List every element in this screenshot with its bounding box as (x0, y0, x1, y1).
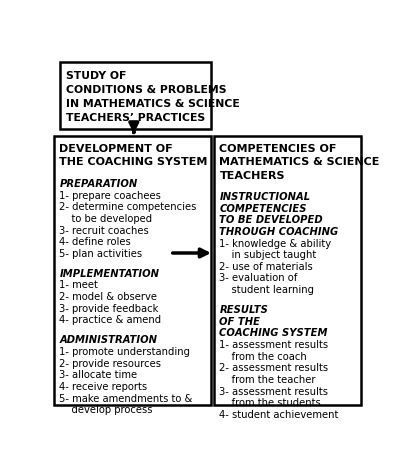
Text: INSTRUCTIONAL: INSTRUCTIONAL (220, 192, 311, 202)
Text: to be developed: to be developed (60, 214, 153, 224)
Text: 3- assessment results: 3- assessment results (220, 386, 328, 397)
Text: develop process: develop process (60, 405, 153, 415)
Text: DEVELOPMENT OF
THE COACHING SYSTEM: DEVELOPMENT OF THE COACHING SYSTEM (60, 144, 208, 168)
Text: COMPETENCIES OF
MATHEMATICS & SCIENCE
TEACHERS: COMPETENCIES OF MATHEMATICS & SCIENCE TE… (220, 144, 380, 180)
Text: 3- allocate time: 3- allocate time (60, 370, 138, 380)
Text: 2- model & observe: 2- model & observe (60, 292, 158, 302)
Text: 2- determine competencies: 2- determine competencies (60, 202, 197, 212)
Text: 1- prepare coachees: 1- prepare coachees (60, 190, 161, 201)
Text: from the teacher: from the teacher (220, 375, 316, 385)
Text: 3- recruit coaches: 3- recruit coaches (60, 225, 149, 235)
Text: RESULTS: RESULTS (220, 305, 269, 315)
Text: IMPLEMENTATION: IMPLEMENTATION (60, 269, 160, 279)
Text: 4- define roles: 4- define roles (60, 237, 131, 247)
Text: STUDY OF
CONDITIONS & PROBLEMS
IN MATHEMATICS & SCIENCE
TEACHERS’ PRACTICES: STUDY OF CONDITIONS & PROBLEMS IN MATHEM… (66, 71, 240, 123)
Text: TO BE DEVELOPED: TO BE DEVELOPED (220, 215, 323, 225)
Text: PREPARATION: PREPARATION (60, 179, 138, 189)
Text: 2- provide resources: 2- provide resources (60, 358, 162, 369)
Text: student learning: student learning (220, 285, 315, 295)
FancyBboxPatch shape (54, 136, 211, 405)
Text: from the coach: from the coach (220, 352, 307, 362)
FancyBboxPatch shape (214, 136, 361, 405)
Text: 2- use of materials: 2- use of materials (220, 262, 313, 272)
Text: 1- knowledge & ability: 1- knowledge & ability (220, 239, 332, 248)
Text: 3- evaluation of: 3- evaluation of (220, 274, 298, 284)
Text: 5- make amendments to &: 5- make amendments to & (60, 393, 193, 403)
Text: 4- student achievement: 4- student achievement (220, 410, 339, 420)
Text: THROUGH COACHING: THROUGH COACHING (220, 227, 339, 237)
Text: in subject taught: in subject taught (220, 250, 317, 260)
Text: OF THE: OF THE (220, 317, 260, 327)
Text: COACHING SYSTEM: COACHING SYSTEM (220, 328, 328, 338)
Text: from the students: from the students (220, 398, 321, 409)
Text: 5- plan activities: 5- plan activities (60, 249, 143, 259)
Text: COMPETENCIES: COMPETENCIES (220, 203, 307, 213)
Text: 1- meet: 1- meet (60, 280, 98, 291)
Text: 4- practice & amend: 4- practice & amend (60, 315, 162, 325)
Text: 1- assessment results: 1- assessment results (220, 340, 328, 350)
Text: 1- promote understanding: 1- promote understanding (60, 347, 190, 357)
Text: ADMINISTRATION: ADMINISTRATION (60, 335, 158, 345)
Text: 4- receive reports: 4- receive reports (60, 382, 147, 392)
FancyBboxPatch shape (60, 62, 211, 129)
Text: 3- provide feedback: 3- provide feedback (60, 304, 159, 313)
Text: 2- assessment results: 2- assessment results (220, 364, 328, 373)
